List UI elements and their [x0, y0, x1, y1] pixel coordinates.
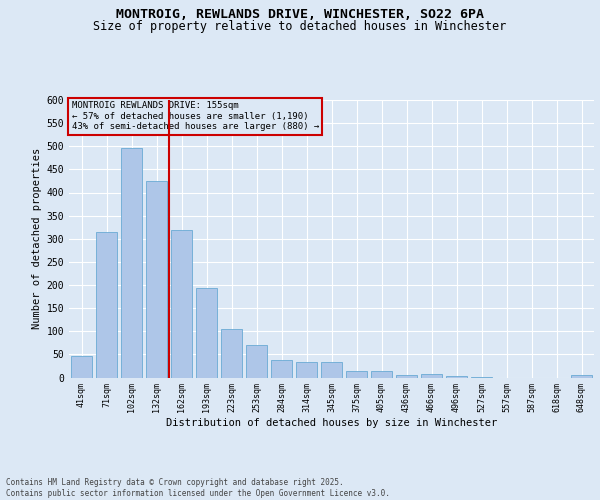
Bar [271, 360, 292, 378]
Bar [371, 372, 392, 378]
Bar [571, 375, 592, 378]
Bar [446, 376, 467, 378]
Text: MONTROIG REWLANDS DRIVE: 155sqm
← 57% of detached houses are smaller (1,190)
43%: MONTROIG REWLANDS DRIVE: 155sqm ← 57% of… [71, 102, 319, 131]
Text: Size of property relative to detached houses in Winchester: Size of property relative to detached ho… [94, 20, 506, 33]
Bar [96, 232, 117, 378]
Text: Contains HM Land Registry data © Crown copyright and database right 2025.
Contai: Contains HM Land Registry data © Crown c… [6, 478, 390, 498]
Bar [196, 288, 217, 378]
Text: MONTROIG, REWLANDS DRIVE, WINCHESTER, SO22 6PA: MONTROIG, REWLANDS DRIVE, WINCHESTER, SO… [116, 8, 484, 20]
Bar [346, 372, 367, 378]
Bar [221, 330, 242, 378]
Y-axis label: Number of detached properties: Number of detached properties [32, 148, 43, 330]
Bar [421, 374, 442, 378]
Bar [396, 375, 417, 378]
X-axis label: Distribution of detached houses by size in Winchester: Distribution of detached houses by size … [166, 418, 497, 428]
Bar [246, 345, 267, 378]
Bar [296, 362, 317, 378]
Bar [71, 356, 92, 378]
Bar [146, 181, 167, 378]
Bar [171, 230, 192, 378]
Bar [121, 148, 142, 378]
Bar [321, 362, 342, 378]
